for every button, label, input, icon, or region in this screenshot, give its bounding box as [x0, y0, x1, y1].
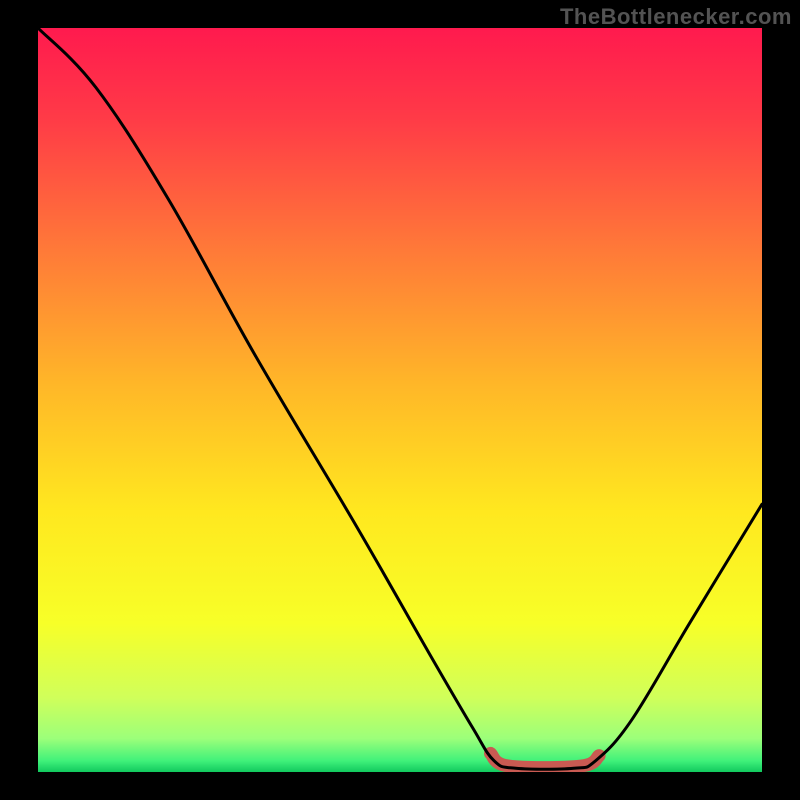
axis-margin-right: [762, 0, 800, 800]
chart-container: TheBottlenecker.com: [0, 0, 800, 800]
watermark-text: TheBottlenecker.com: [560, 4, 792, 30]
axis-margin-left: [0, 0, 38, 800]
plot-background: [38, 28, 762, 772]
axis-margin-bottom: [0, 772, 800, 800]
bottleneck-chart: [0, 0, 800, 800]
